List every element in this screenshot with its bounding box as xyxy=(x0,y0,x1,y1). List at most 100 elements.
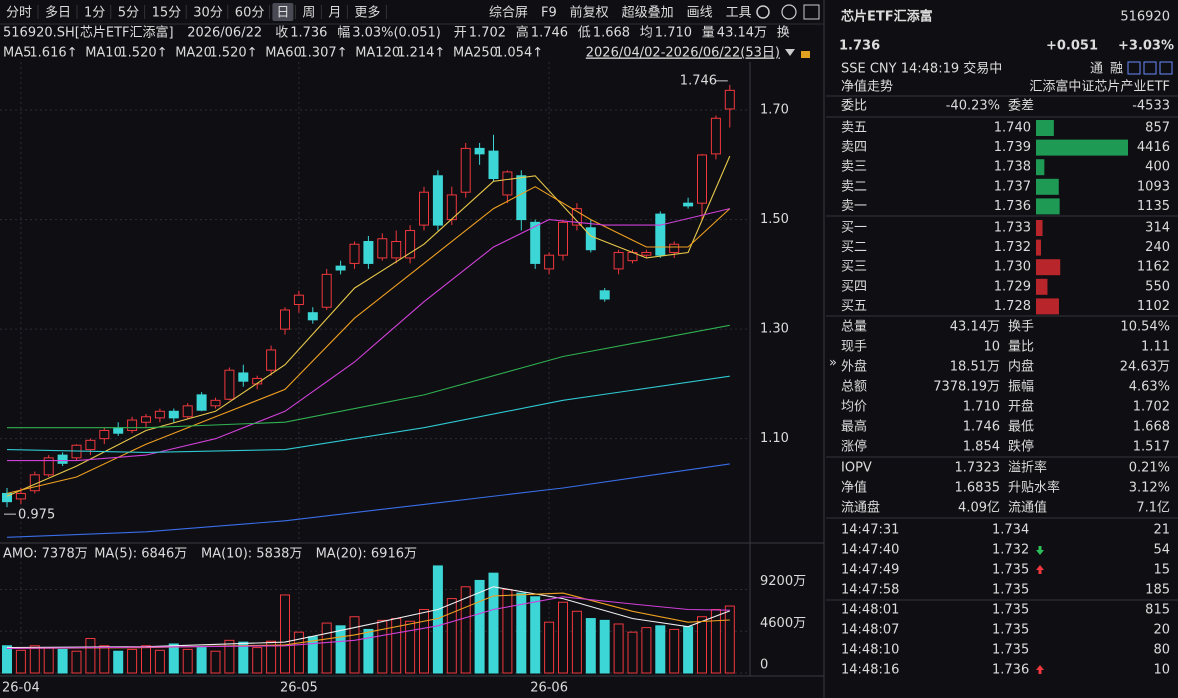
volume-tick-label: 9200万 xyxy=(760,574,806,589)
candle-body xyxy=(2,492,12,503)
volume-bar xyxy=(571,610,582,674)
ma-line xyxy=(7,208,730,462)
period-tab[interactable]: 月 xyxy=(328,6,341,21)
period-tab[interactable]: 更多 xyxy=(354,5,380,21)
tool-button[interactable]: 综合屏 xyxy=(489,6,528,21)
volume-bar xyxy=(377,619,388,674)
volume-tick-label: 0 xyxy=(760,658,768,673)
candle-body xyxy=(168,410,179,419)
panel-icon[interactable] xyxy=(1127,61,1141,75)
status-tag: 融 xyxy=(1110,62,1123,77)
price-tick-label: 1.10 xyxy=(760,431,789,446)
period-tab[interactable]: 15分 xyxy=(152,6,182,21)
candle-body xyxy=(196,394,207,411)
tool-button[interactable]: 工具 xyxy=(726,6,752,21)
period-tab[interactable]: 周 xyxy=(302,6,315,21)
price-change-pct: +3.03% xyxy=(1118,39,1174,54)
lock-icon xyxy=(801,51,810,58)
trade-price: 1.735 xyxy=(992,623,1029,638)
candle-body xyxy=(321,273,332,308)
stat-value: 1.710 xyxy=(963,400,1000,415)
stat-value: 1.702 xyxy=(1133,400,1170,415)
volume-bar xyxy=(15,649,26,674)
book-label: 买四 xyxy=(841,279,867,294)
quote-value: 1.736 xyxy=(290,26,327,41)
volume-bar xyxy=(349,616,360,674)
period-tab[interactable]: 分时 xyxy=(6,6,32,21)
volume-bar xyxy=(655,625,666,674)
volume-bar xyxy=(57,648,68,674)
period-tab[interactable]: 1分 xyxy=(84,6,105,21)
security-code: 516920 xyxy=(1120,10,1170,25)
candle-body xyxy=(516,175,527,221)
tool-button[interactable]: 超级叠加 xyxy=(622,6,674,21)
settings-icon[interactable] xyxy=(756,5,770,19)
quote-value: 3.03%(0.051) xyxy=(352,26,441,41)
ma-value: 1.520↑ xyxy=(209,46,257,61)
stat-label: 最高 xyxy=(841,419,867,435)
stat-label: 跌停 xyxy=(1008,439,1034,455)
tool-button[interactable]: 前复权 xyxy=(570,5,609,21)
stat-value: 4.09亿 xyxy=(958,501,1000,516)
book-price: 1.736 xyxy=(994,199,1031,214)
volume-bar xyxy=(446,598,457,674)
book-bar xyxy=(1036,298,1059,315)
book-qty: 1102 xyxy=(1137,299,1170,314)
panel-icon[interactable] xyxy=(1159,61,1173,75)
stat-label: 开盘 xyxy=(1008,399,1034,415)
trade-time: 14:48:01 xyxy=(841,603,899,618)
book-label: 卖二 xyxy=(841,179,867,194)
collapse-chevron[interactable]: » xyxy=(829,356,837,371)
ma-line xyxy=(6,186,731,494)
book-price: 1.740 xyxy=(994,121,1031,136)
ma-line xyxy=(6,155,731,497)
volume-bar xyxy=(710,608,721,674)
candle-body xyxy=(154,410,165,419)
wp-icon[interactable] xyxy=(803,4,820,20)
candle-body xyxy=(683,202,694,207)
ma-name: MA10 xyxy=(85,46,122,61)
tool-button[interactable]: 画线 xyxy=(687,6,713,21)
stat-label: 现手 xyxy=(841,340,867,355)
period-tab[interactable]: 60分 xyxy=(235,6,265,21)
panel-icon[interactable] xyxy=(1143,61,1157,75)
date-range[interactable]: 2026/04/02-2026/06/22(53日) xyxy=(586,46,780,61)
period-tab[interactable]: 多日 xyxy=(45,5,71,21)
volume-ma-line xyxy=(6,596,730,650)
volume-bar xyxy=(502,589,513,674)
period-tab[interactable]: 30分 xyxy=(193,6,223,21)
stat-value: 18.51万 xyxy=(950,360,1000,375)
security-name: 芯片ETF汇添富 xyxy=(841,9,933,25)
tool-button[interactable]: F9 xyxy=(541,6,557,21)
book-label: 买二 xyxy=(841,240,867,255)
trade-price: 1.732 xyxy=(992,543,1029,558)
stat-value: 7378.19万 xyxy=(933,380,1000,395)
trade-time: 14:47:40 xyxy=(841,543,899,558)
stat-value: 24.63万 xyxy=(1120,360,1170,375)
quote-date: 2026/06/22 xyxy=(187,26,262,41)
volume-bar xyxy=(71,650,82,674)
volume-bar xyxy=(335,625,346,674)
trade-price: 1.735 xyxy=(992,643,1029,658)
volume-bar xyxy=(474,579,485,674)
trade-price: 1.735 xyxy=(992,603,1029,618)
book-bar xyxy=(1036,278,1048,295)
min-price-label: 0.975 xyxy=(18,508,55,523)
volume-bar xyxy=(238,641,249,674)
candle-body xyxy=(57,454,68,464)
ma-line xyxy=(6,463,730,538)
period-tab[interactable]: 5分 xyxy=(118,6,139,21)
volume-bar xyxy=(168,643,179,674)
volume-ma-line xyxy=(6,586,730,649)
period-tab[interactable]: 日 xyxy=(276,6,289,21)
stat-value: 10 xyxy=(983,340,1000,355)
help-icon[interactable] xyxy=(781,4,797,20)
candle-body xyxy=(710,117,721,155)
book-label: 买五 xyxy=(841,299,867,314)
candle-body xyxy=(502,171,513,196)
candle-body xyxy=(43,457,54,476)
ma-value: 1.307↑ xyxy=(299,46,347,61)
candle-body xyxy=(669,243,680,253)
nav-link[interactable]: 净值走势 xyxy=(841,79,893,95)
candle-body xyxy=(544,254,555,270)
